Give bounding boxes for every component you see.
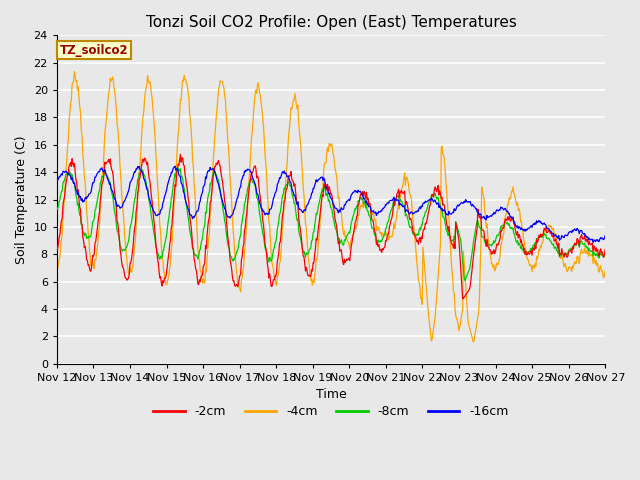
X-axis label: Time: Time xyxy=(316,388,346,401)
Text: TZ_soilco2: TZ_soilco2 xyxy=(60,44,128,57)
Title: Tonzi Soil CO2 Profile: Open (East) Temperatures: Tonzi Soil CO2 Profile: Open (East) Temp… xyxy=(146,15,516,30)
Legend: -2cm, -4cm, -8cm, -16cm: -2cm, -4cm, -8cm, -16cm xyxy=(148,400,514,423)
Y-axis label: Soil Temperature (C): Soil Temperature (C) xyxy=(15,135,28,264)
